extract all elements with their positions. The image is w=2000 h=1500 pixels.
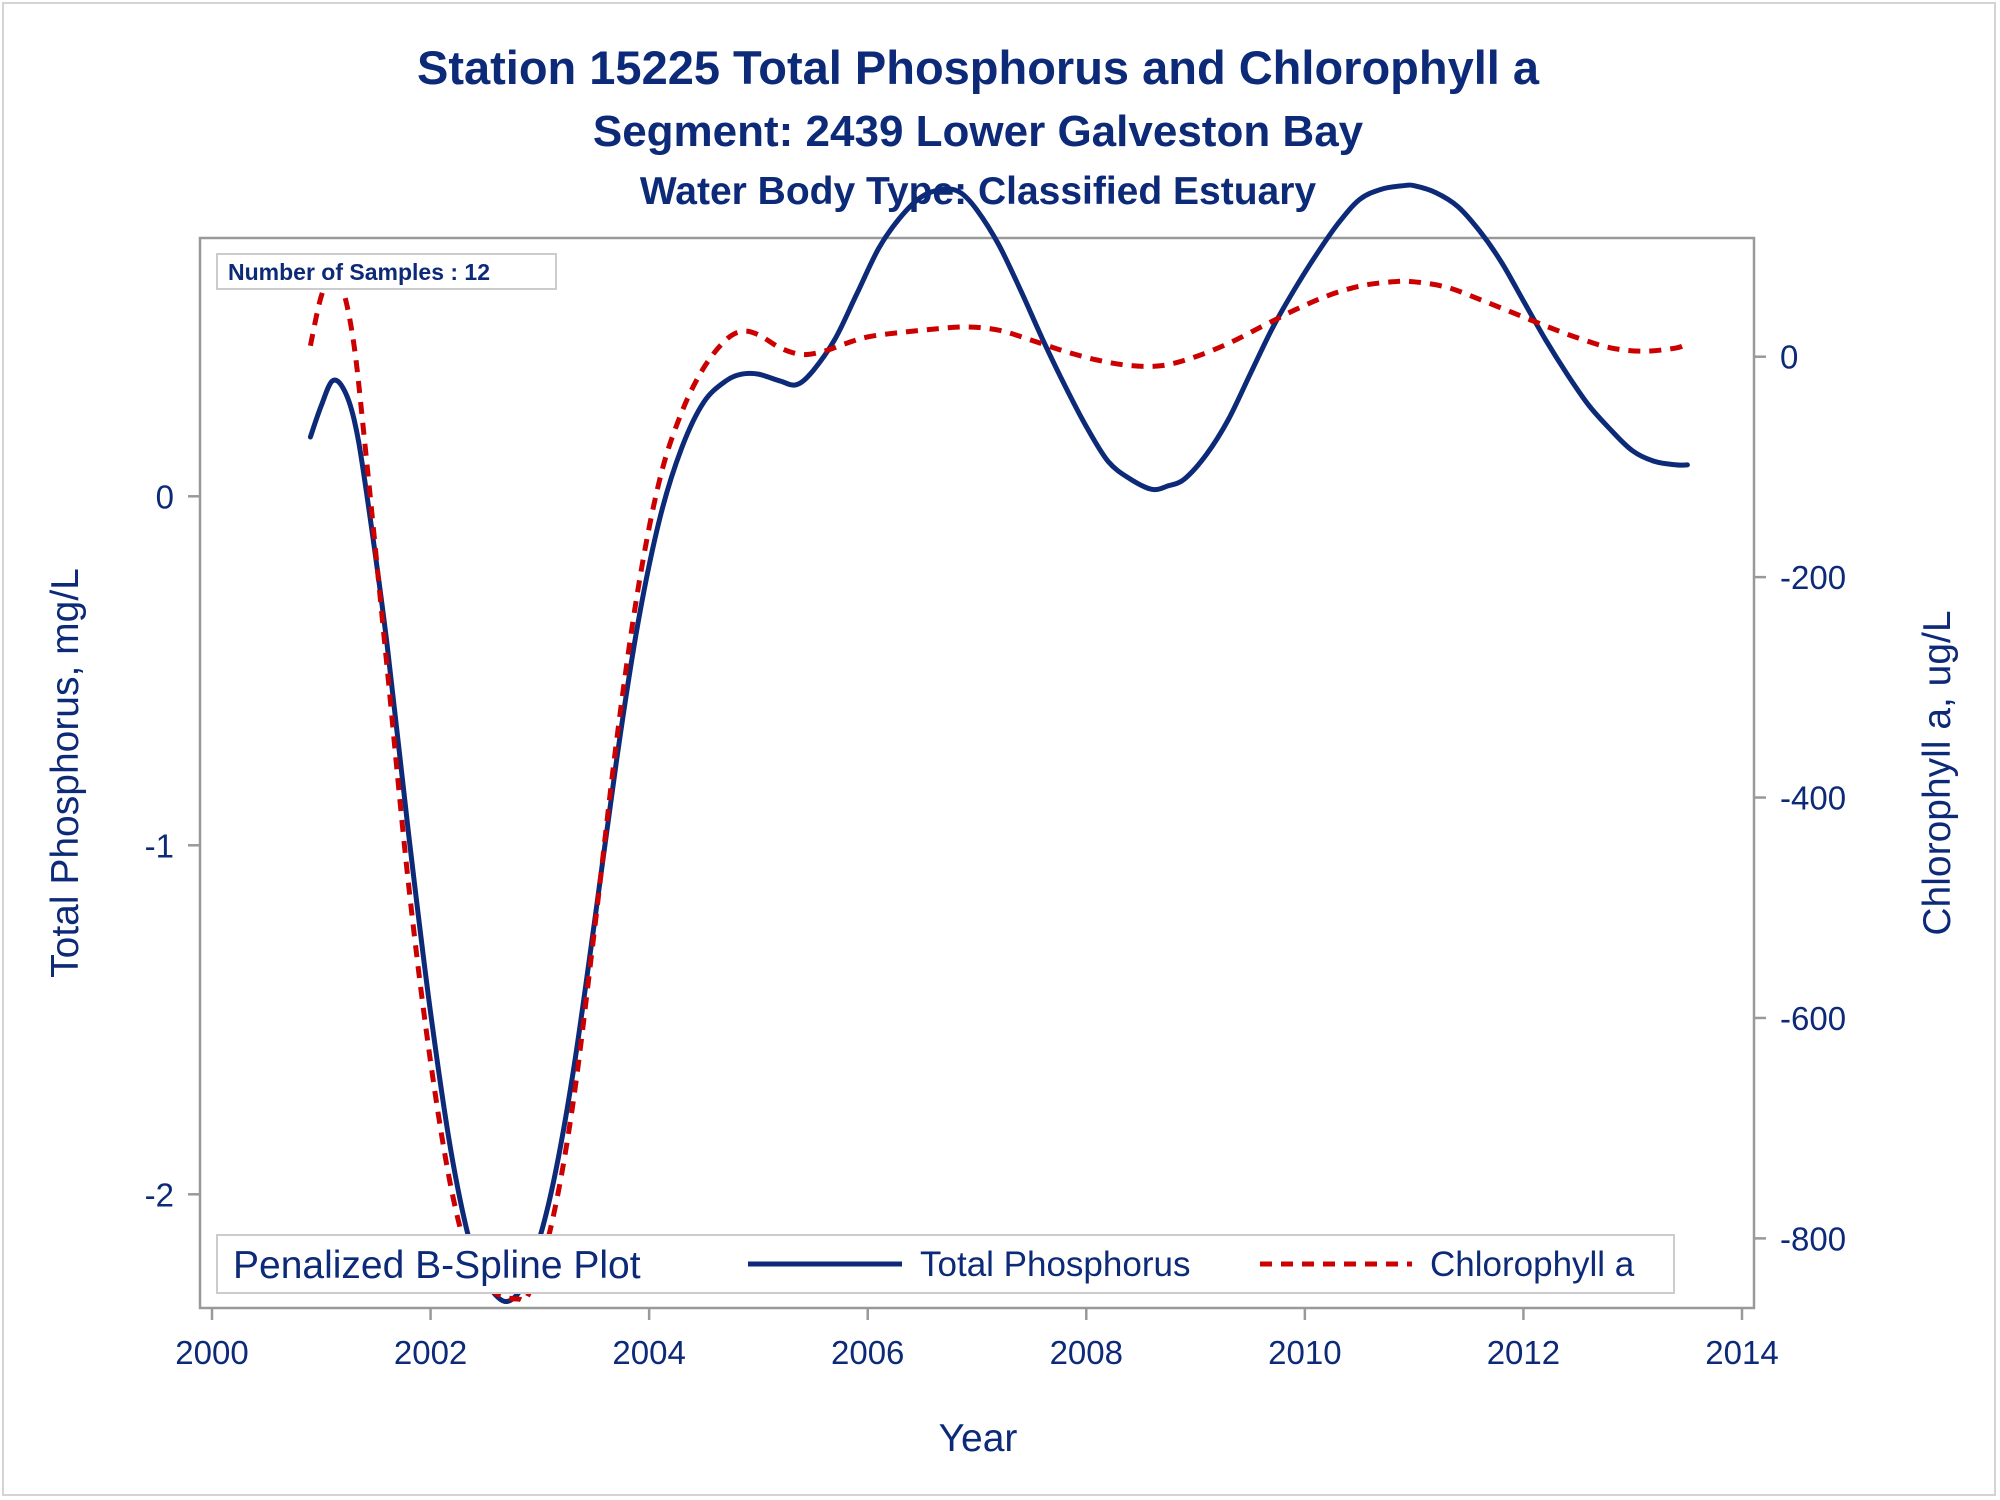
x-tick-label-2012: 2012 [1487, 1334, 1560, 1371]
x-tick-label-2008: 2008 [1050, 1334, 1123, 1371]
series-layer [307, 182, 1690, 1305]
y-right-tick-label: -800 [1780, 1220, 1846, 1257]
legend: Penalized B-Spline Plot Total Phosphorus… [216, 1234, 1675, 1294]
x-tick-label-2002: 2002 [394, 1334, 467, 1371]
chart-title: Station 15225 Total Phosphorus and Chlor… [417, 41, 1540, 94]
chart-subtitle-waterbody: Water Body Type: Classified Estuary [640, 170, 1316, 213]
x-tick-label-2000: 2000 [175, 1334, 248, 1371]
y-left-axis-label: Total Phosphorus, mg/L [44, 568, 87, 978]
sample-count-label: Number of Samples : 12 [228, 259, 490, 285]
legend-label-total-phosphorus: Total Phosphorus [920, 1245, 1190, 1284]
series-line-total-phosphorus [307, 182, 1690, 1305]
x-tick-label-2014: 2014 [1705, 1334, 1778, 1371]
plot-area-border [198, 236, 1756, 1310]
y-right-tick-label: -200 [1780, 559, 1846, 596]
y-right-tick-label: 0 [1780, 339, 1798, 376]
legend-box [216, 1234, 1675, 1294]
y-left-tick-label: -1 [145, 827, 174, 864]
x-tick-label-2010: 2010 [1268, 1334, 1341, 1371]
sample-count-box [216, 253, 557, 290]
legend-title: Penalized B-Spline Plot [233, 1244, 641, 1287]
x-tick-label-2004: 2004 [612, 1334, 685, 1371]
y-left-axis: 0 -1 -2 [145, 478, 200, 1213]
y-left-tick-label: 0 [156, 478, 174, 515]
y-left-tick-label: -2 [145, 1176, 174, 1213]
y-right-tick-label: -400 [1780, 780, 1846, 817]
chart-subtitle-segment: Segment: 2439 Lower Galveston Bay [593, 107, 1364, 156]
y-right-axis-label: Chlorophyll a, ug/L [1916, 610, 1959, 935]
y-right-axis: 0 -200 -400 -600 -800 [1754, 339, 1846, 1257]
x-axis: 2000 2002 2004 2006 2008 2010 2012 2014 [175, 1308, 1779, 1371]
sample-count-inset: Number of Samples : 12 [216, 253, 557, 290]
legend-label-chlorophyll-a: Chlorophyll a [1430, 1245, 1635, 1284]
y-right-tick-label: -600 [1780, 1000, 1846, 1037]
x-tick-label-2006: 2006 [831, 1334, 904, 1371]
x-axis-label: Year [939, 1417, 1018, 1460]
series-line-chlorophyll-a [307, 271, 1689, 1304]
